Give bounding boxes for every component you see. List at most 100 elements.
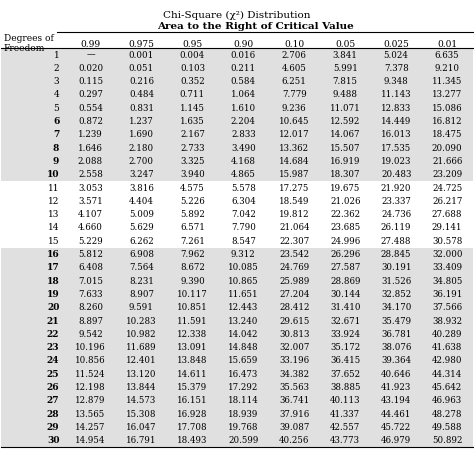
Text: 15.379: 15.379: [177, 383, 208, 392]
Text: 13.091: 13.091: [177, 343, 208, 352]
Text: 7.633: 7.633: [78, 290, 103, 299]
Text: 12.592: 12.592: [330, 117, 360, 126]
Text: 10.196: 10.196: [75, 343, 106, 352]
Text: 12.833: 12.833: [381, 104, 411, 113]
Text: 9.591: 9.591: [129, 303, 154, 312]
Text: 6.571: 6.571: [180, 223, 205, 232]
Text: 13.120: 13.120: [126, 370, 157, 379]
Text: 5.024: 5.024: [384, 51, 409, 60]
Text: 24.769: 24.769: [279, 263, 310, 272]
Text: 13.362: 13.362: [279, 144, 310, 153]
Text: 30: 30: [47, 436, 59, 445]
Text: 11.591: 11.591: [177, 317, 208, 326]
Text: 5.578: 5.578: [231, 184, 256, 193]
Text: 28.845: 28.845: [381, 250, 411, 259]
Text: 17.275: 17.275: [279, 184, 310, 193]
Text: 46.979: 46.979: [381, 436, 411, 445]
Text: 9.210: 9.210: [435, 64, 460, 73]
Text: 26: 26: [47, 383, 59, 392]
Text: 27.587: 27.587: [330, 263, 360, 272]
Text: 23: 23: [47, 343, 59, 352]
Text: 28: 28: [47, 410, 59, 419]
Text: 20: 20: [47, 303, 59, 312]
Text: 8.547: 8.547: [231, 237, 256, 246]
Text: 0.05: 0.05: [335, 40, 356, 49]
Text: 9.390: 9.390: [180, 276, 205, 285]
Text: 12.338: 12.338: [177, 330, 208, 339]
Text: 11.651: 11.651: [228, 290, 259, 299]
Text: 0.051: 0.051: [129, 64, 154, 73]
Text: 12.401: 12.401: [126, 356, 157, 365]
Text: 16.919: 16.919: [330, 157, 361, 166]
Text: 28.869: 28.869: [330, 276, 361, 285]
Text: 40.256: 40.256: [279, 436, 310, 445]
Text: 6.908: 6.908: [129, 250, 154, 259]
Text: 22.307: 22.307: [279, 237, 310, 246]
Text: 0.484: 0.484: [129, 91, 154, 100]
Text: 39.087: 39.087: [279, 423, 310, 432]
Text: 32.000: 32.000: [432, 250, 462, 259]
Text: 21.920: 21.920: [381, 184, 411, 193]
Text: Area to the Right of Critical Value: Area to the Right of Critical Value: [157, 22, 354, 31]
Text: 7.962: 7.962: [180, 250, 205, 259]
Text: 0.584: 0.584: [231, 77, 256, 86]
Text: 12.443: 12.443: [228, 303, 258, 312]
Text: 30.191: 30.191: [381, 263, 411, 272]
Text: 30.813: 30.813: [279, 330, 310, 339]
Text: 10.085: 10.085: [228, 263, 259, 272]
Bar: [1, 314, 473, 381]
Text: 14.067: 14.067: [330, 130, 361, 139]
Text: 0.020: 0.020: [78, 64, 103, 73]
Text: Chi-Square (χ²) Distribution: Chi-Square (χ²) Distribution: [163, 11, 311, 20]
Text: 4: 4: [54, 91, 59, 100]
Text: 14: 14: [48, 223, 59, 232]
Text: 7.564: 7.564: [129, 263, 154, 272]
Text: 4.107: 4.107: [78, 210, 103, 219]
Text: 17.708: 17.708: [177, 423, 208, 432]
Text: 11.143: 11.143: [381, 91, 411, 100]
Text: 36.781: 36.781: [381, 330, 411, 339]
Text: 16: 16: [46, 250, 59, 259]
Text: 10.856: 10.856: [75, 356, 106, 365]
Text: 36.741: 36.741: [279, 396, 310, 405]
Text: 44.314: 44.314: [432, 370, 462, 379]
Text: 13.565: 13.565: [75, 410, 106, 419]
Text: 2.167: 2.167: [180, 130, 205, 139]
Text: 15.086: 15.086: [432, 104, 463, 113]
Text: 19.675: 19.675: [330, 184, 360, 193]
Text: Freedom: Freedom: [4, 44, 45, 53]
Text: 11.345: 11.345: [432, 77, 462, 86]
Text: 19.023: 19.023: [381, 157, 411, 166]
Text: 0.211: 0.211: [231, 64, 256, 73]
Text: 0.99: 0.99: [81, 40, 100, 49]
Text: 0.10: 0.10: [284, 40, 304, 49]
Bar: [1, 115, 473, 181]
Text: 0.001: 0.001: [129, 51, 154, 60]
Text: 9.312: 9.312: [231, 250, 255, 259]
Text: 11.071: 11.071: [330, 104, 361, 113]
Text: 5: 5: [54, 104, 59, 113]
Text: 30.144: 30.144: [330, 290, 360, 299]
Text: 41.337: 41.337: [330, 410, 360, 419]
Text: 2.733: 2.733: [180, 144, 205, 153]
Text: 6.251: 6.251: [282, 77, 307, 86]
Text: 18.549: 18.549: [279, 197, 310, 206]
Text: 10.851: 10.851: [177, 303, 208, 312]
Text: 40.646: 40.646: [381, 370, 411, 379]
Text: 10.117: 10.117: [177, 290, 208, 299]
Text: 22: 22: [47, 330, 59, 339]
Text: 7.779: 7.779: [282, 91, 307, 100]
Text: 11.524: 11.524: [75, 370, 106, 379]
Text: 9.236: 9.236: [282, 104, 307, 113]
Text: 6.304: 6.304: [231, 197, 255, 206]
Text: 15.987: 15.987: [279, 170, 310, 179]
Text: 1.064: 1.064: [231, 91, 256, 100]
Text: 2.180: 2.180: [129, 144, 154, 153]
Text: 17.292: 17.292: [228, 383, 258, 392]
Text: 38.932: 38.932: [432, 317, 462, 326]
Text: 2.700: 2.700: [129, 157, 154, 166]
Text: 7.378: 7.378: [384, 64, 409, 73]
Text: 37.652: 37.652: [330, 370, 360, 379]
Text: 20.599: 20.599: [228, 436, 258, 445]
Text: 17.535: 17.535: [381, 144, 411, 153]
